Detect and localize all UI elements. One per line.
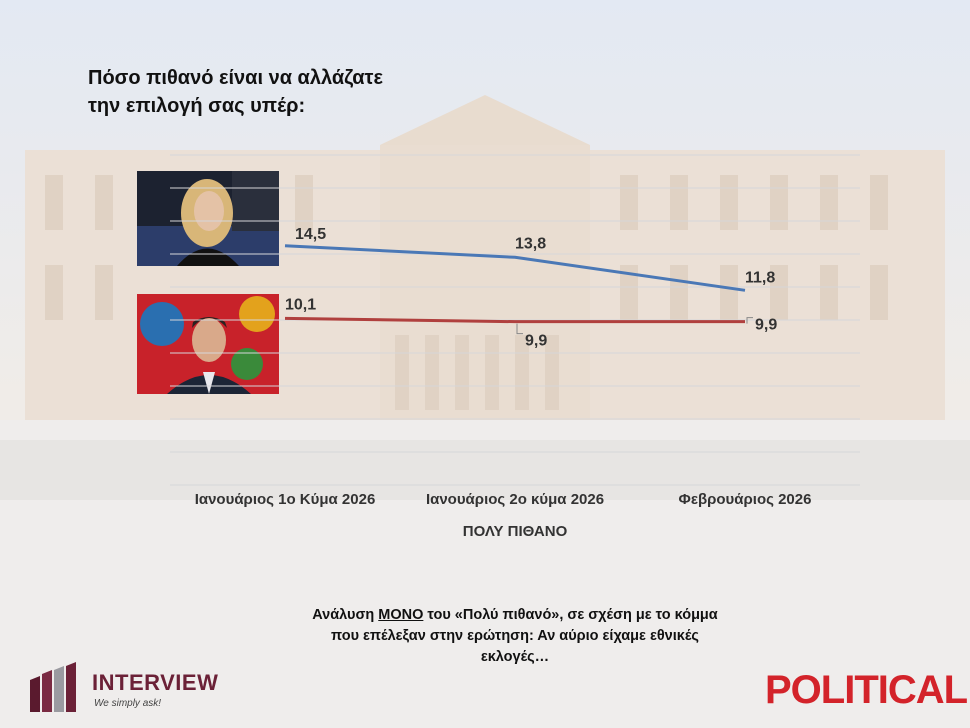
x-tick-label-3: Φεβρουάριος 2026	[679, 491, 812, 508]
x-tick-label-2: Ιανουάριος 2ο κύμα 2026	[426, 491, 604, 508]
title-line-2: την επιλογή σας υπέρ:	[88, 95, 306, 117]
label-leader-line	[516, 323, 523, 335]
chart-grid	[170, 154, 860, 486]
note-emphasis: ΜΟΝΟ	[378, 607, 424, 623]
chart-data-labels: 14,5 13,8 11,8 10,1 9,9 9,9	[285, 226, 777, 350]
data-label-2-1: 10,1	[285, 296, 316, 313]
interview-bars-icon	[30, 662, 76, 712]
analysis-note: Ανάλυση ΜΟΝΟ του «Πολύ πιθανό», σε σχέση…	[300, 605, 730, 668]
interview-logo: INTERVIEW We simply ask!	[28, 662, 258, 722]
candidate-photo-2	[137, 294, 279, 394]
data-label-1-3: 11,8	[745, 269, 775, 286]
x-axis-categories: Ιανουάριος 1ο Κύμα 2026 Ιανουάριος 2ο κύμ…	[195, 491, 812, 508]
series-line-1	[284, 244, 746, 292]
chart-series	[284, 244, 746, 324]
data-label-1-1: 14,5	[295, 226, 326, 243]
note-text-after: του «Πολύ πιθανό», σε σχέση με το κόμμα …	[331, 607, 718, 665]
data-label-2-2: 9,9	[525, 333, 547, 350]
data-label-1-2: 13,8	[515, 235, 546, 252]
series-line-2	[284, 316, 745, 324]
interview-name: INTERVIEW	[92, 670, 219, 695]
data-label-2-3: 9,9	[755, 317, 777, 334]
chart-title: Πόσο πιθανό είναι να αλλάζατε την επιλογ…	[88, 64, 508, 120]
label-leader-line	[746, 317, 753, 324]
political-logo: POLITICAL	[765, 668, 968, 712]
x-axis-title: ΠΟΛΥ ΠΙΘΑΝΟ	[463, 523, 568, 540]
x-tick-label-1: Ιανουάριος 1ο Κύμα 2026	[195, 491, 376, 508]
title-line-1: Πόσο πιθανό είναι να αλλάζατε	[88, 67, 383, 89]
interview-tagline: We simply ask!	[94, 698, 162, 709]
note-text-before: Ανάλυση	[312, 607, 379, 623]
